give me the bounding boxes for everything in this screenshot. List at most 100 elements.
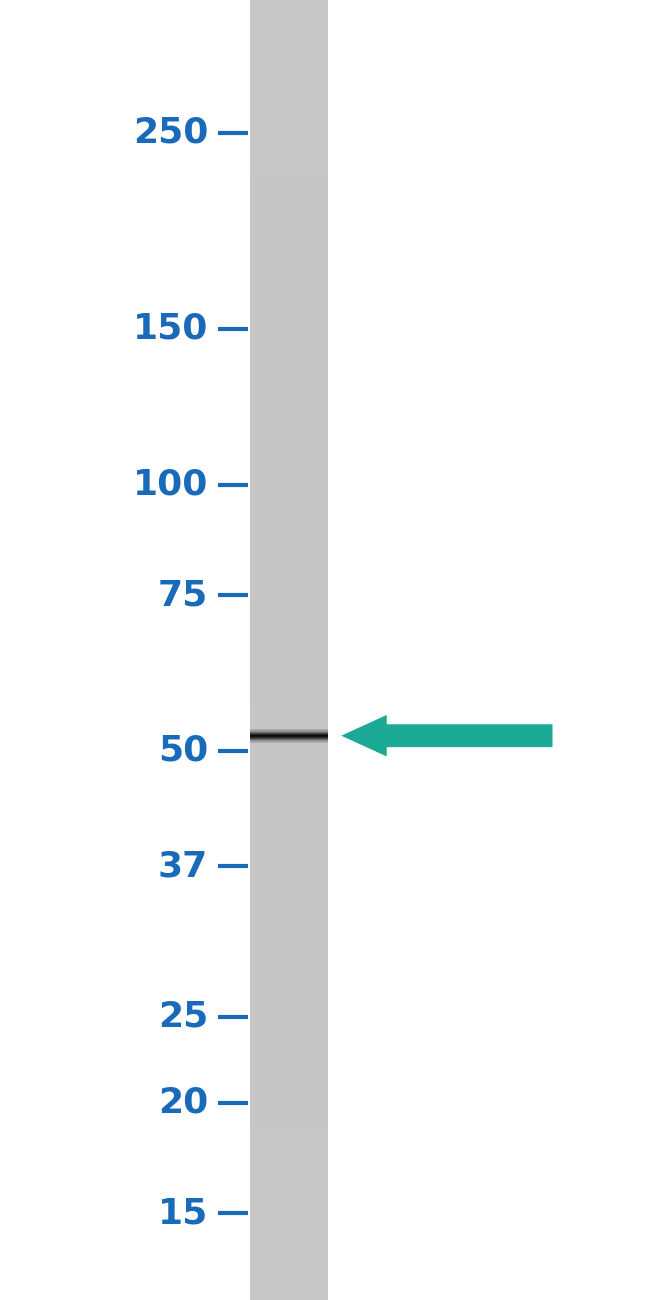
Bar xyxy=(250,563,328,568)
Bar xyxy=(250,247,328,251)
Bar xyxy=(250,1196,328,1200)
Bar xyxy=(250,1192,328,1196)
Bar xyxy=(250,117,328,121)
Bar xyxy=(250,160,328,165)
Bar xyxy=(250,771,328,776)
Bar xyxy=(250,1239,328,1244)
Bar xyxy=(250,39,328,43)
Bar xyxy=(250,867,328,871)
Bar xyxy=(250,1079,328,1083)
Bar xyxy=(250,182,328,186)
Bar xyxy=(250,871,328,875)
Bar xyxy=(250,498,328,503)
Bar xyxy=(250,425,328,429)
Bar xyxy=(250,1161,328,1166)
Bar xyxy=(250,373,328,377)
Bar xyxy=(250,906,328,910)
Bar xyxy=(250,1218,328,1222)
Bar xyxy=(250,1261,328,1265)
Bar xyxy=(250,949,328,953)
Bar xyxy=(250,438,328,442)
Bar xyxy=(250,676,328,680)
Bar xyxy=(250,667,328,672)
Bar xyxy=(250,113,328,117)
Bar xyxy=(250,1049,328,1053)
Bar xyxy=(250,754,328,758)
Bar xyxy=(250,832,328,836)
Bar xyxy=(250,130,328,134)
Bar xyxy=(250,559,328,563)
Bar xyxy=(250,914,328,919)
Bar xyxy=(250,308,328,312)
Bar xyxy=(250,654,328,659)
Bar xyxy=(250,147,328,152)
Bar xyxy=(250,1265,328,1270)
Bar xyxy=(250,758,328,763)
Bar xyxy=(250,277,328,282)
Bar xyxy=(250,143,328,147)
Bar xyxy=(250,628,328,633)
Bar xyxy=(250,589,328,594)
Bar xyxy=(250,485,328,490)
Bar xyxy=(250,542,328,546)
Bar xyxy=(250,48,328,52)
Bar xyxy=(250,1001,328,1005)
Bar xyxy=(250,1018,328,1023)
Bar xyxy=(250,1296,328,1300)
Bar xyxy=(250,706,328,711)
Bar xyxy=(250,195,328,199)
Bar xyxy=(250,61,328,65)
Bar xyxy=(250,503,328,507)
FancyArrow shape xyxy=(341,715,552,757)
Bar xyxy=(250,572,328,576)
Text: 20: 20 xyxy=(158,1086,208,1119)
Bar xyxy=(250,823,328,828)
Bar xyxy=(250,875,328,880)
Bar xyxy=(250,715,328,719)
Bar xyxy=(250,901,328,906)
Bar xyxy=(250,533,328,537)
Bar xyxy=(250,767,328,771)
Bar xyxy=(250,529,328,533)
Bar xyxy=(250,516,328,520)
Bar xyxy=(250,290,328,295)
Bar xyxy=(250,702,328,706)
Bar xyxy=(250,338,328,342)
Bar xyxy=(250,325,328,329)
Bar xyxy=(250,459,328,464)
Bar xyxy=(250,269,328,273)
Bar xyxy=(250,420,328,425)
Bar xyxy=(250,490,328,494)
Bar xyxy=(250,1122,328,1127)
Bar xyxy=(250,737,328,741)
Bar xyxy=(250,1101,328,1105)
Bar xyxy=(250,282,328,286)
Bar xyxy=(250,368,328,373)
Bar xyxy=(250,0,328,4)
Bar xyxy=(250,1062,328,1066)
Bar xyxy=(250,9,328,13)
Bar xyxy=(250,858,328,862)
Bar xyxy=(250,43,328,48)
Bar xyxy=(250,815,328,819)
Bar xyxy=(250,893,328,897)
Bar xyxy=(250,698,328,702)
Bar xyxy=(250,927,328,932)
Bar xyxy=(250,1257,328,1261)
Bar xyxy=(250,641,328,646)
Bar xyxy=(250,4,328,9)
Bar xyxy=(250,1148,328,1153)
Bar xyxy=(250,888,328,893)
Bar xyxy=(250,897,328,901)
Bar xyxy=(250,1244,328,1248)
Bar xyxy=(250,1105,328,1109)
Bar xyxy=(250,1174,328,1179)
Bar xyxy=(250,1205,328,1209)
Bar xyxy=(250,1131,328,1135)
Bar xyxy=(250,594,328,598)
Text: 50: 50 xyxy=(158,733,208,768)
Bar xyxy=(250,199,328,204)
Bar xyxy=(250,932,328,936)
Bar xyxy=(250,1005,328,1010)
Bar xyxy=(250,1231,328,1235)
